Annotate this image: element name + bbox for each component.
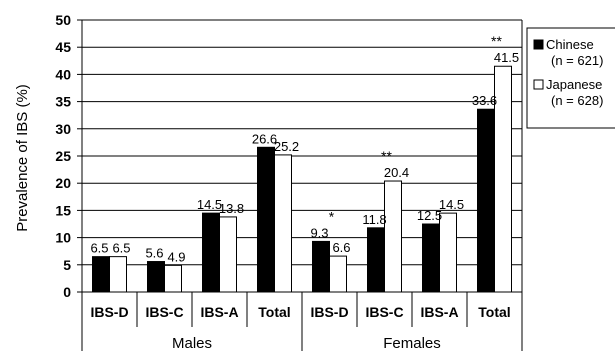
data-label-chinese: 14.5 xyxy=(197,197,222,212)
legend-label: Chinese xyxy=(546,37,594,52)
category-label: IBS-D xyxy=(90,304,128,320)
legend-label: Japanese xyxy=(546,77,602,92)
category-label: IBS-A xyxy=(200,304,238,320)
significance-marker: ** xyxy=(381,148,392,164)
bar-japanese-6 xyxy=(439,212,457,293)
bar-chinese-4 xyxy=(312,240,330,293)
data-label-chinese: 12.5 xyxy=(417,208,442,223)
category-label: IBS-C xyxy=(145,304,183,320)
category-label: Total xyxy=(478,304,510,320)
y-tick-label: 20 xyxy=(55,175,71,191)
bar-japanese-5 xyxy=(384,180,402,293)
data-label-japanese: 41.5 xyxy=(494,50,519,65)
data-label-japanese: 14.5 xyxy=(439,197,464,212)
bar-chinese-3 xyxy=(257,146,275,293)
gridlines xyxy=(82,19,522,266)
category-label: IBS-C xyxy=(365,304,403,320)
bar-japanese-1 xyxy=(164,264,182,293)
data-label-japanese: 20.4 xyxy=(384,165,409,180)
y-tick-label: 0 xyxy=(63,284,71,300)
y-axis-label: Prevalence of IBS (%) xyxy=(14,84,31,232)
y-tick-label: 45 xyxy=(55,39,71,55)
legend-swatch-chinese xyxy=(533,39,544,50)
y-tick-label: 5 xyxy=(63,257,71,273)
category-axis: IBS-D IBS-C IBS-A Total IBS-D IBS-C IBS-A Total… xyxy=(81,292,523,351)
data-label-chinese: 6.5 xyxy=(90,241,108,256)
data-label-japanese: 25.2 xyxy=(274,139,299,154)
category-label: IBS-D xyxy=(310,304,348,320)
data-label-japanese: 4.9 xyxy=(167,249,185,264)
y-tick-label: 50 xyxy=(55,12,71,28)
bar-chinese-2 xyxy=(202,212,220,293)
significance-annotations: ***** xyxy=(329,33,503,224)
significance-marker: * xyxy=(329,208,335,224)
data-labels: 6.5 6.5 5.6 4.914.513.826.625.29.36.611.820… xyxy=(90,50,519,264)
data-label-japanese: 13.8 xyxy=(219,201,244,216)
significance-marker: ** xyxy=(491,33,502,49)
bar-chinese-6 xyxy=(422,223,440,293)
legend-swatch-japanese xyxy=(533,79,544,90)
category-label: Total xyxy=(258,304,290,320)
group-label-females: Females xyxy=(383,335,441,351)
group-label-males: Males xyxy=(172,335,212,351)
bar-chinese-0 xyxy=(92,256,110,293)
bar-japanese-0 xyxy=(109,256,127,293)
y-tick-label: 15 xyxy=(55,202,71,218)
data-label-chinese: 33.6 xyxy=(472,93,497,108)
y-tick-label: 10 xyxy=(55,230,71,246)
legend: Chinese(n = 621) Japanese(n = 628) xyxy=(526,27,615,129)
data-label-chinese: 9.3 xyxy=(310,225,328,240)
data-label-chinese: 26.6 xyxy=(252,131,277,146)
bar-japanese-4 xyxy=(329,255,347,293)
legend-sample-size: (n = 621) xyxy=(551,53,603,68)
data-label-chinese: 11.8 xyxy=(362,212,386,227)
y-tick-labels: 0 5 10 15 20 25 30 35 40 45 50 xyxy=(55,12,71,300)
bar-chinese-5 xyxy=(367,227,385,293)
bar-chinese-1 xyxy=(147,261,165,293)
bar-chinese-7 xyxy=(477,108,495,293)
y-tick-label: 25 xyxy=(55,148,71,164)
y-tick-label: 35 xyxy=(55,94,71,110)
bar-japanese-2 xyxy=(219,216,237,293)
y-tick-label: 40 xyxy=(55,66,71,82)
data-label-chinese: 5.6 xyxy=(145,246,163,261)
data-label-japanese: 6.6 xyxy=(332,240,350,255)
category-label: IBS-A xyxy=(420,304,458,320)
bar-japanese-3 xyxy=(274,154,292,293)
bars xyxy=(92,65,512,293)
legend-sample-size: (n = 628) xyxy=(551,93,603,108)
y-tick-label: 30 xyxy=(55,121,71,137)
data-label-japanese: 6.5 xyxy=(112,241,130,256)
